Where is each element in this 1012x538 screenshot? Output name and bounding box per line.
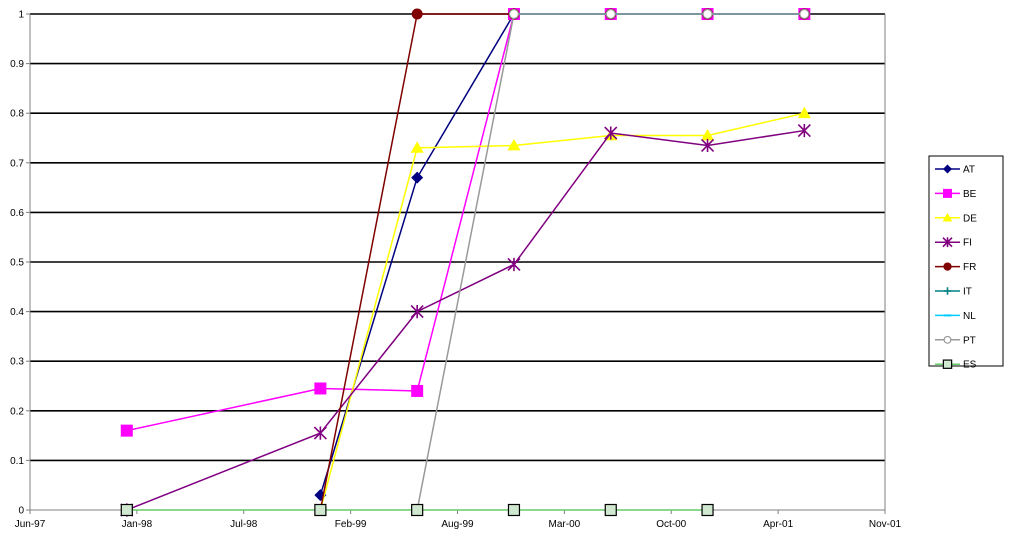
data-point-fi [604, 126, 618, 140]
legend-marker [943, 188, 952, 198]
legend-label: NL [963, 311, 976, 322]
series-es [120, 503, 714, 517]
data-point-fi [700, 138, 715, 153]
legend-label: AT [963, 165, 975, 176]
legend-marker [943, 164, 952, 174]
series-pt [412, 8, 810, 516]
x-tick-label: Jun-97 [15, 519, 46, 530]
legend-label: BE [963, 189, 977, 200]
data-point-be [120, 424, 133, 437]
legend-label: DE [963, 213, 977, 224]
legend-label: IT [963, 287, 972, 298]
legend-marker [942, 237, 953, 248]
y-tick-label: 0 [18, 506, 24, 517]
legend-label: FI [963, 238, 972, 249]
y-axis-ticks: 0 0.1 0.2 0.3 0.4 0.5 0.6 0.7 0.8 0.9 1 [10, 10, 30, 517]
legend-item-nl: NL [935, 311, 976, 322]
data-point-es [507, 503, 521, 517]
legend-label: PT [963, 335, 976, 346]
legend-item-pt: PT [935, 335, 976, 346]
y-tick-label: 0.7 [10, 158, 24, 169]
data-point-pt [799, 8, 810, 20]
data-point-de [410, 141, 424, 153]
data-point-es [701, 503, 714, 517]
data-point-es [120, 503, 133, 517]
x-tick-label: Jan-98 [122, 519, 153, 530]
legend-item-at: AT [935, 164, 975, 176]
data-point-fi [797, 123, 811, 138]
data-point-de [701, 129, 715, 141]
legend-marker [942, 359, 953, 369]
x-tick-label: Nov-01 [869, 519, 902, 530]
legend-item-es: ES [935, 359, 977, 371]
x-tick-label: Aug-99 [441, 519, 474, 530]
data-point-de [507, 138, 521, 151]
y-tick-label: 0.9 [10, 59, 24, 70]
series-fi [120, 123, 811, 517]
y-tick-label: 0.1 [10, 456, 24, 467]
y-tick-label: 0.5 [10, 258, 24, 269]
y-tick-label: 0.6 [10, 208, 24, 219]
legend: AT BE DE FI FR IT NL PT ES [928, 155, 1004, 371]
data-point-de [797, 106, 811, 119]
x-tick-label: Mar-00 [549, 519, 581, 530]
legend-marker [943, 262, 952, 271]
y-tick-label: 0.4 [10, 307, 24, 318]
data-point-pt [702, 8, 713, 20]
legend-marker [942, 212, 953, 222]
y-tick-label: 0.3 [10, 357, 24, 368]
legend-box [928, 155, 1004, 367]
legend-label: ES [963, 360, 977, 371]
data-point-es [604, 503, 617, 517]
x-tick-label: Feb-99 [335, 519, 367, 530]
y-tick-label: 1 [18, 10, 24, 21]
legend-item-it: IT [935, 287, 972, 298]
data-point-fi [507, 257, 521, 272]
y-tick-label: 0.8 [10, 109, 24, 120]
data-point-pt [605, 8, 616, 20]
legend-marker [943, 335, 952, 344]
y-tick-label: 0.2 [10, 406, 24, 417]
data-point-at [411, 171, 424, 184]
legend-label: FR [963, 262, 976, 273]
data-point-es [411, 503, 424, 517]
data-point-be [314, 382, 327, 395]
legend-item-de: DE [935, 212, 977, 224]
x-axis-ticks: Jun-97 Jan-98 Jul-98 Feb-99 Aug-99 Mar-00 Oct-… [15, 510, 902, 530]
data-point-be [411, 384, 424, 397]
legend-item-be: BE [935, 188, 977, 200]
data-point-fi [313, 426, 327, 440]
legend-marker [943, 287, 952, 295]
x-tick-label: Apr-01 [763, 519, 793, 530]
data-point-pt [508, 8, 520, 20]
data-point-fr [411, 8, 423, 20]
data-point-fi [410, 305, 424, 319]
data-point-es [314, 503, 327, 517]
legend-item-fr: FR [935, 262, 976, 273]
x-tick-label: Oct-00 [656, 519, 686, 530]
x-tick-label: Jul-98 [230, 519, 258, 530]
series-layer [120, 8, 811, 517]
series-line-de [319, 112, 805, 511]
legend-item-fi: FI [935, 237, 972, 249]
